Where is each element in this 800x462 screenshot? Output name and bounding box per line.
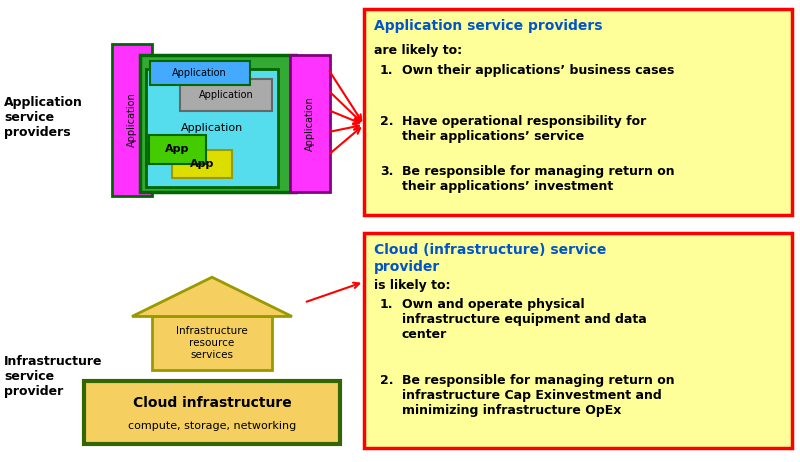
Text: compute, storage, networking: compute, storage, networking <box>128 421 296 431</box>
Bar <box>84 381 340 444</box>
Bar <box>146 69 278 187</box>
Bar <box>150 61 250 85</box>
Text: Application: Application <box>182 123 243 133</box>
Text: Application service providers: Application service providers <box>374 19 602 33</box>
Text: Application: Application <box>172 68 227 79</box>
Text: Be responsible for managing return on
infrastructure Cap Exinvestment and
minimi: Be responsible for managing return on in… <box>402 374 674 417</box>
Text: Own their applications’ business cases: Own their applications’ business cases <box>402 64 674 77</box>
Text: Cloud (infrastructure) service
provider: Cloud (infrastructure) service provider <box>374 243 606 274</box>
Text: App: App <box>190 159 214 169</box>
Text: Be responsible for managing return on
their applications’ investment: Be responsible for managing return on th… <box>402 165 674 194</box>
Bar <box>290 55 330 192</box>
Text: Own and operate physical
infrastructure equipment and data
center: Own and operate physical infrastructure … <box>402 298 646 341</box>
Text: are likely to:: are likely to: <box>374 44 462 57</box>
Text: Application: Application <box>127 93 137 147</box>
Bar <box>152 316 272 370</box>
Bar <box>180 79 272 111</box>
Text: Infrastructure
service
provider: Infrastructure service provider <box>4 355 102 398</box>
Text: Application: Application <box>305 96 314 151</box>
Text: 2.: 2. <box>380 374 394 387</box>
Text: Infrastructure
resource
services: Infrastructure resource services <box>176 327 248 359</box>
Polygon shape <box>132 277 292 316</box>
Text: Application
service
providers: Application service providers <box>4 96 83 140</box>
Text: 3.: 3. <box>380 165 394 178</box>
Text: 2.: 2. <box>380 115 394 128</box>
Bar <box>172 150 232 178</box>
Bar <box>364 9 792 215</box>
Text: Cloud infrastructure: Cloud infrastructure <box>133 396 291 410</box>
Text: is likely to:: is likely to: <box>374 279 450 292</box>
Text: Application: Application <box>198 90 254 100</box>
Bar <box>140 55 296 192</box>
Bar <box>149 135 206 164</box>
Bar <box>364 233 792 448</box>
Text: Have operational responsibility for
their applications’ service: Have operational responsibility for thei… <box>402 115 646 143</box>
Bar <box>112 44 152 196</box>
Text: 1.: 1. <box>380 298 394 311</box>
Text: App: App <box>166 144 190 154</box>
Text: 1.: 1. <box>380 64 394 77</box>
